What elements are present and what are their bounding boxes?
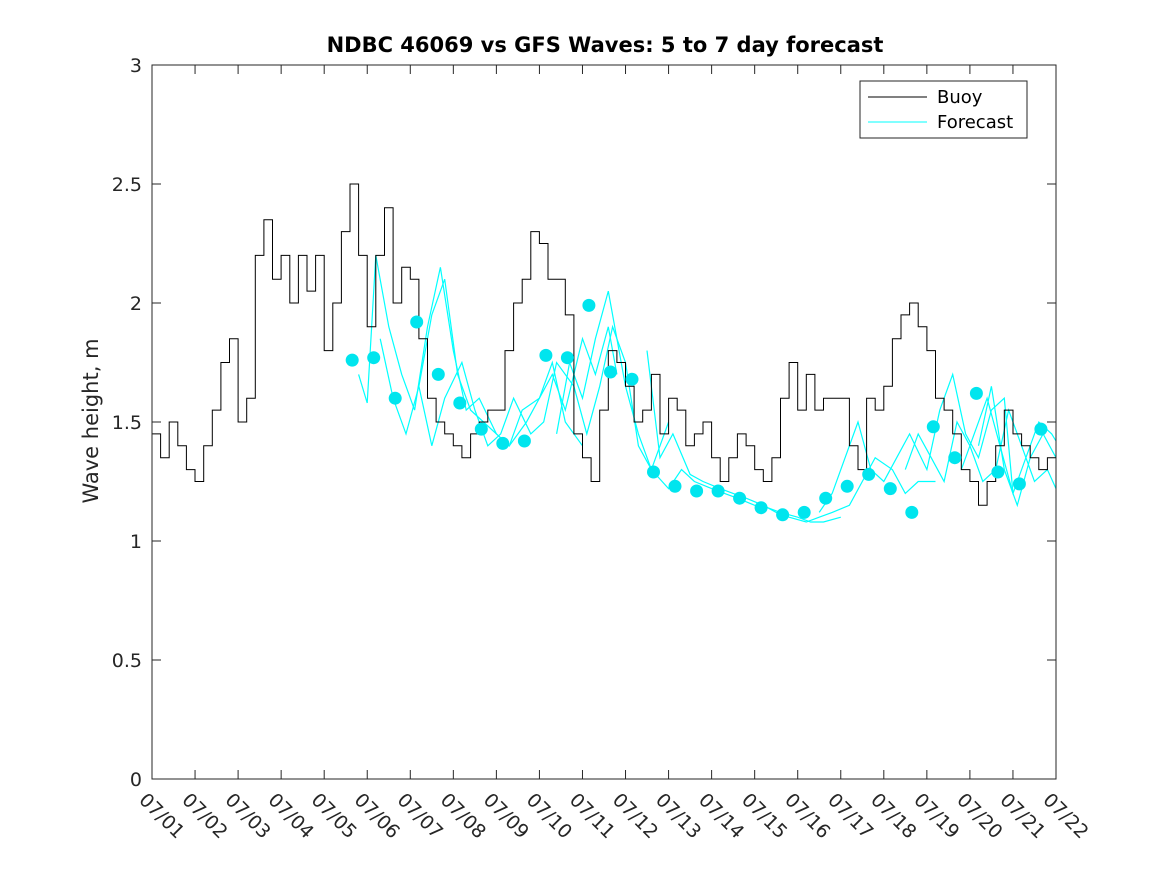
forecast-marker xyxy=(754,501,768,515)
forecast-marker xyxy=(517,434,531,448)
forecast-marker xyxy=(797,505,811,519)
forecast-markers xyxy=(345,298,1048,522)
y-tick-label: 2 xyxy=(130,293,142,315)
forecast-marker xyxy=(991,465,1005,479)
forecast-marker xyxy=(905,505,919,519)
y-tick-label: 1 xyxy=(130,531,142,553)
legend: Buoy Forecast xyxy=(859,80,1028,139)
x-tick-label: 07/16 xyxy=(780,789,834,843)
forecast-marker xyxy=(690,484,704,498)
forecast-marker xyxy=(1012,477,1026,491)
x-tick-label: 07/15 xyxy=(737,789,791,843)
x-tick-label: 07/19 xyxy=(909,789,963,843)
forecast-marker xyxy=(711,484,725,498)
x-tick-label: 07/20 xyxy=(952,789,1006,843)
forecast-run-line xyxy=(646,350,936,523)
plot-area xyxy=(152,65,1056,779)
forecast-marker xyxy=(345,353,359,367)
forecast-marker xyxy=(840,479,854,493)
x-tick-label: 07/04 xyxy=(264,789,318,843)
forecast-marker xyxy=(410,315,424,329)
x-tick-label: 07/10 xyxy=(522,789,576,843)
forecast-marker xyxy=(733,491,747,505)
forecast-marker xyxy=(367,351,381,365)
forecast-marker xyxy=(582,298,596,312)
forecast-run-line xyxy=(818,372,1014,513)
y-tick-label: 0.5 xyxy=(112,650,142,672)
forecast-marker xyxy=(560,351,574,365)
legend-forecast-label: Forecast xyxy=(937,112,1013,133)
forecast-marker xyxy=(969,386,983,400)
forecast-run-line xyxy=(556,290,841,523)
forecast-marker xyxy=(604,365,617,379)
y-tick-label: 1.5 xyxy=(112,412,142,434)
y-axis-label: Wave height, m xyxy=(79,338,103,503)
x-tick-label: 07/05 xyxy=(307,789,361,843)
forecast-marker xyxy=(668,479,682,493)
x-tick-label: 07/12 xyxy=(608,789,662,843)
forecast-marker xyxy=(647,465,660,479)
chart-title: NDBC 46069 vs GFS Waves: 5 to 7 day fore… xyxy=(327,33,884,57)
legend-buoy-label: Buoy xyxy=(937,87,983,108)
buoy-line xyxy=(152,183,1057,506)
forecast-marker xyxy=(388,391,402,405)
forecast-marker xyxy=(474,422,488,436)
x-tick-label: 07/21 xyxy=(995,789,1049,843)
x-tick-label: 07/02 xyxy=(178,789,232,843)
forecast-marker xyxy=(431,367,445,381)
y-tick-label: 2.5 xyxy=(112,174,142,196)
x-tick-label: 07/18 xyxy=(866,789,920,843)
legend-box xyxy=(859,80,1028,139)
x-tick-label: 07/01 xyxy=(134,789,188,843)
x-tick-label: 07/14 xyxy=(694,789,748,843)
forecast-marker xyxy=(453,396,467,410)
y-tick-label: 3 xyxy=(130,55,142,77)
forecast-marker xyxy=(883,482,897,496)
x-tick-label: 07/09 xyxy=(479,789,533,843)
x-tick-label: 07/07 xyxy=(393,789,447,843)
forecast-run-line xyxy=(904,407,1057,489)
forecast-marker xyxy=(1034,422,1048,436)
forecast-marker xyxy=(539,348,553,362)
forecast-marker xyxy=(926,420,940,434)
x-tick-label: 07/03 xyxy=(221,789,275,843)
x-tick-label: 07/22 xyxy=(1038,789,1092,843)
x-tick-label: 07/13 xyxy=(651,789,705,843)
forecast-marker xyxy=(496,436,510,450)
forecast-marker xyxy=(948,451,962,465)
x-tick-label: 07/06 xyxy=(350,789,404,843)
forecast-marker xyxy=(819,491,833,505)
series-layer xyxy=(152,183,1057,523)
y-tick-label: 0 xyxy=(130,769,142,791)
forecast-marker xyxy=(625,372,639,386)
x-tick-label: 07/17 xyxy=(823,789,877,843)
x-tick-label: 07/11 xyxy=(565,789,619,843)
forecast-marker xyxy=(862,467,876,481)
x-tick-label: 07/08 xyxy=(436,789,490,843)
forecast-marker xyxy=(776,508,790,522)
